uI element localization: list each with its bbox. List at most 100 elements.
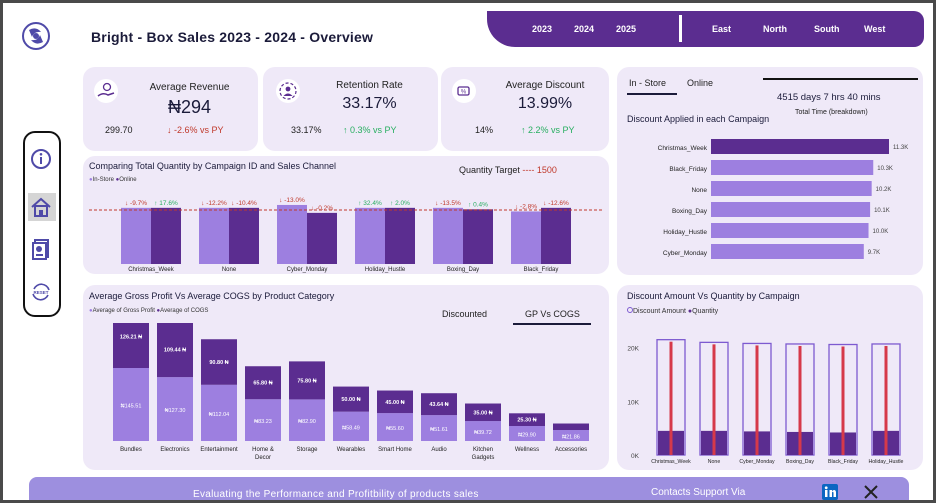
bar-cogs <box>157 323 193 378</box>
tick-label: Kitchen <box>473 447 493 453</box>
tick-label: Black_Friday <box>828 459 858 465</box>
discount-bar <box>711 223 869 238</box>
region-east[interactable]: East <box>712 24 732 34</box>
home-icon[interactable] <box>30 196 52 218</box>
bar-instore <box>355 207 385 264</box>
bar-instore <box>433 207 463 264</box>
red-marker <box>884 345 888 455</box>
target-value: 1500 <box>536 165 557 175</box>
data-label-cogs: 50.00 ₦ <box>341 397 360 403</box>
data-label: ↓ -13.5% <box>435 200 461 207</box>
tick-label: Decor <box>255 455 271 461</box>
kpi-value: 13.99% <box>517 95 573 112</box>
year-2024[interactable]: 2024 <box>574 24 595 34</box>
data-label: ↓ -12.2% <box>201 200 227 207</box>
bar-gross-profit <box>245 399 281 441</box>
data-label-cogs: 45.00 ₦ <box>385 400 404 406</box>
legend-dot-gp: ● <box>89 308 93 314</box>
bar-gross-profit <box>201 384 237 441</box>
bar-cogs <box>245 366 281 400</box>
footer-text: Evaluating the Performance and Profitbil… <box>193 489 479 500</box>
red-marker <box>798 345 802 455</box>
region-south[interactable]: South <box>814 24 840 34</box>
kpi-card-revenue: Average Revenue ₦294 299.70 ↓ -2.6% vs P… <box>83 67 258 151</box>
data-label: 10.2K <box>876 187 892 193</box>
tick-label: Audio <box>431 447 447 453</box>
legend-dot-cogs: ● <box>156 308 161 314</box>
info-icon[interactable] <box>30 148 52 170</box>
category-label: Boxing_Day <box>672 208 708 215</box>
legend-instore: In-Store <box>92 177 114 183</box>
data-label-gp: ₦29.90 <box>518 432 536 438</box>
bar-gross-profit <box>377 413 413 441</box>
year-2023[interactable]: 2023 <box>532 24 553 34</box>
data-label-gp: ₦39.72 <box>474 430 492 436</box>
legend-amount: Discount Amount <box>633 308 686 315</box>
tick-label: Boxing_Day <box>447 267 479 273</box>
bar-cogs <box>289 361 325 400</box>
kpi-title: Average Revenue <box>149 82 230 93</box>
bar-instore <box>199 207 229 264</box>
target-dashes: ---- <box>522 165 535 175</box>
data-label-gp: ₦127.30 <box>165 408 186 414</box>
data-label-cogs: 25.30 ₦ <box>517 418 536 424</box>
red-marker <box>841 346 845 455</box>
legend-cogs: Average of COGS <box>160 308 209 314</box>
time-rule <box>763 78 918 80</box>
category-label: Black_Friday <box>669 166 707 173</box>
gp-chart-card: Average Gross Profit Vs Average COGS by … <box>83 285 609 470</box>
tab-gp-vs-cogs[interactable]: GP Vs COGS <box>525 309 580 319</box>
bar-cogs <box>377 390 413 414</box>
data-label: 10.3K <box>877 166 893 172</box>
kpi-delta-text: 2.2% vs PY <box>528 125 575 135</box>
discount-chart: Christmas_Week 11.3K Black_Friday 10.3K None… <box>658 139 908 259</box>
legend-dot-online: ● <box>115 177 120 183</box>
data-label-cogs: 75.80 ₦ <box>297 378 316 384</box>
tick-label: None <box>708 459 721 465</box>
tab-discounted[interactable]: Discounted <box>442 309 488 319</box>
kpi-delta-text: 0.3% vs PY <box>350 125 397 135</box>
data-label-cogs: 35.00 ₦ <box>473 410 492 416</box>
kpi-card-discount: % Average Discount 13.99% 14% ↑ 2.2% vs … <box>441 67 609 151</box>
tab-underline <box>627 93 677 95</box>
discount-bar <box>711 181 872 196</box>
tab-instore[interactable]: In - Store <box>629 78 667 88</box>
data-label-cogs: 65.80 ₦ <box>253 381 272 387</box>
report-icon[interactable] <box>30 238 52 260</box>
reset-icon-label: RESET <box>33 290 48 295</box>
bar-online <box>541 207 571 264</box>
tick-label: Cyber_Monday <box>287 267 328 273</box>
tick-label: Holiday_Hustle <box>365 267 406 273</box>
data-label: ↓ -13.0% <box>279 197 305 204</box>
bar-online <box>307 212 337 264</box>
data-label: ↓ -12.6% <box>543 200 569 207</box>
reset-icon[interactable]: RESET <box>30 281 52 303</box>
legend: Discount Amount ●Quantity <box>627 307 718 315</box>
chart-title: Discount Amount Vs Quantity by Campaign <box>627 291 800 301</box>
region-west[interactable]: West <box>864 24 886 34</box>
year-2025[interactable]: 2025 <box>616 24 637 34</box>
legend-dot-amount <box>627 307 633 313</box>
tab-online[interactable]: Online <box>687 78 714 88</box>
legend-quantity: Quantity <box>692 308 719 315</box>
trend-arrow: ↑ <box>343 125 348 135</box>
tick-label: Home & <box>252 447 274 453</box>
data-label-gp: ₦112.04 <box>209 412 229 418</box>
data-label-gp: ₦83.23 <box>254 419 272 425</box>
data-label: ↓ -0.2% <box>311 205 333 212</box>
discount-icon: % <box>452 79 476 103</box>
legend-dot-quantity: ● <box>687 308 693 315</box>
tick-label: Cyber_Monday <box>739 459 775 465</box>
data-label-gp: ₦51.61 <box>430 427 448 433</box>
data-label-gp: ₦58.49 <box>342 425 360 431</box>
data-label-cogs: 109.44 ₦ <box>164 348 186 354</box>
kpi-previous: 33.17% <box>291 125 322 135</box>
quantity-target: Quantity Target ---- 1500 <box>459 165 557 175</box>
kpi-card-retention: Retention Rate 33.17% 33.17% ↑ 0.3% vs P… <box>263 67 438 151</box>
x-twitter-icon[interactable] <box>864 485 878 499</box>
region-north[interactable]: North <box>763 24 787 34</box>
bar-cogs <box>465 403 501 422</box>
linkedin-icon[interactable] <box>822 484 838 500</box>
trend-arrow: ↑ <box>521 125 526 135</box>
red-marker <box>712 344 716 455</box>
